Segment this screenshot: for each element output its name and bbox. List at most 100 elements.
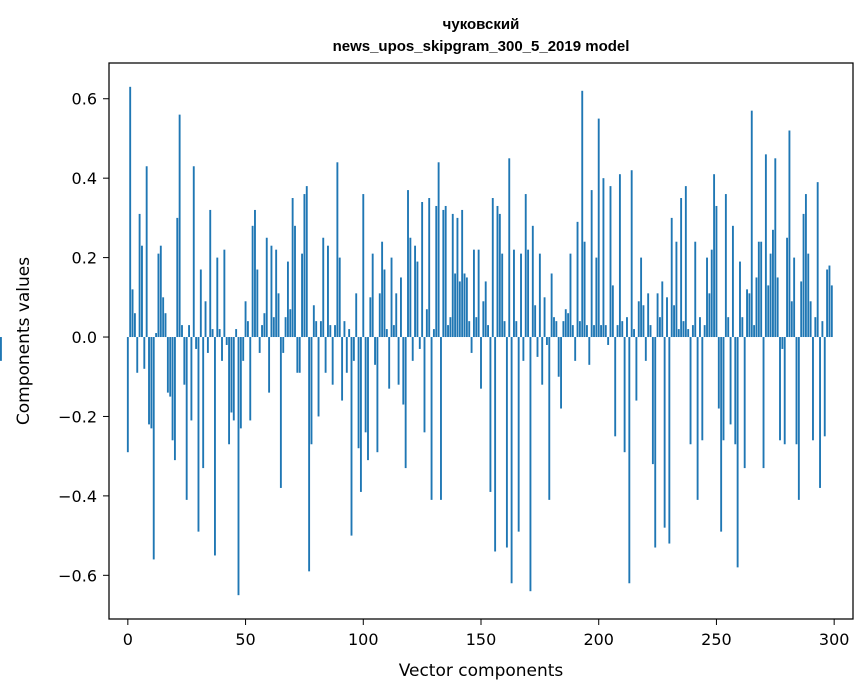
bar — [0, 337, 2, 361]
bar — [826, 269, 829, 338]
bar — [786, 237, 789, 338]
bar — [602, 178, 605, 338]
bar — [169, 337, 172, 397]
bar — [242, 337, 245, 361]
bar — [289, 309, 292, 338]
bar — [237, 337, 240, 596]
bar — [341, 337, 344, 401]
bar — [731, 225, 734, 338]
x-tick-label: 200 — [583, 630, 614, 649]
bar — [607, 337, 610, 345]
bar — [202, 337, 205, 469]
bar — [724, 194, 727, 338]
bar — [790, 301, 793, 338]
y-tick-label: −0.6 — [58, 566, 97, 585]
bar — [574, 337, 577, 361]
bar — [176, 217, 179, 338]
bar — [706, 257, 708, 338]
bar — [677, 329, 680, 338]
bar — [774, 158, 777, 338]
bar — [385, 329, 388, 338]
bar — [329, 325, 332, 338]
bar — [581, 90, 584, 338]
bar — [531, 225, 534, 338]
y-tick-label: −0.4 — [58, 487, 97, 506]
bar — [687, 329, 690, 338]
bar — [727, 317, 730, 338]
bar — [710, 249, 713, 338]
bar — [482, 301, 485, 338]
bar — [529, 337, 532, 592]
bar — [583, 241, 586, 338]
bar — [515, 321, 518, 338]
bar — [465, 277, 468, 338]
bar — [633, 329, 635, 338]
bar — [812, 337, 814, 441]
bar — [553, 317, 555, 338]
bar — [649, 325, 652, 338]
bar — [562, 321, 565, 338]
bar — [282, 337, 285, 353]
bar — [524, 194, 527, 338]
bar — [557, 337, 560, 377]
bar — [440, 337, 442, 500]
bar — [748, 293, 751, 338]
bar — [651, 337, 654, 465]
bar — [508, 158, 511, 338]
bar — [141, 245, 143, 338]
bar — [545, 337, 548, 345]
bar — [604, 325, 607, 338]
bar — [272, 317, 275, 338]
bar — [720, 337, 723, 532]
bar — [275, 249, 278, 338]
bar — [501, 253, 504, 338]
y-tick-label: 0.6 — [72, 90, 97, 109]
bar — [428, 198, 431, 338]
bar — [658, 317, 661, 338]
bars-group — [0, 86, 833, 596]
bar — [543, 297, 546, 338]
bar — [713, 174, 716, 338]
bar — [830, 285, 833, 338]
bar — [310, 337, 313, 445]
bar — [757, 241, 760, 338]
bar — [772, 229, 774, 338]
bar — [359, 337, 362, 492]
bar — [760, 241, 763, 338]
bar — [277, 293, 280, 338]
bar — [378, 293, 381, 338]
bar — [409, 237, 412, 338]
bar — [691, 325, 694, 338]
bar — [388, 337, 391, 389]
bar — [642, 305, 645, 338]
bar — [214, 337, 216, 556]
bar — [503, 321, 506, 338]
bar — [188, 325, 190, 338]
bar — [783, 337, 786, 445]
bar — [663, 337, 666, 528]
bar — [797, 337, 800, 500]
bar — [228, 337, 231, 445]
bar — [199, 269, 202, 338]
bar — [166, 337, 169, 393]
bar — [204, 301, 207, 338]
bar — [223, 249, 226, 338]
bar — [722, 337, 725, 441]
bar — [828, 265, 831, 338]
bar — [216, 257, 219, 338]
bar — [449, 317, 452, 338]
bar — [171, 337, 174, 441]
bar — [480, 337, 482, 389]
bar — [327, 245, 329, 338]
bar — [513, 249, 515, 338]
bar — [444, 205, 447, 338]
bar — [173, 337, 176, 461]
bar — [437, 162, 440, 338]
bar — [305, 186, 308, 338]
bar — [418, 337, 421, 349]
bar — [331, 337, 334, 385]
bar — [767, 285, 770, 338]
bar — [491, 198, 494, 338]
bar — [807, 253, 810, 338]
bar — [209, 209, 212, 338]
